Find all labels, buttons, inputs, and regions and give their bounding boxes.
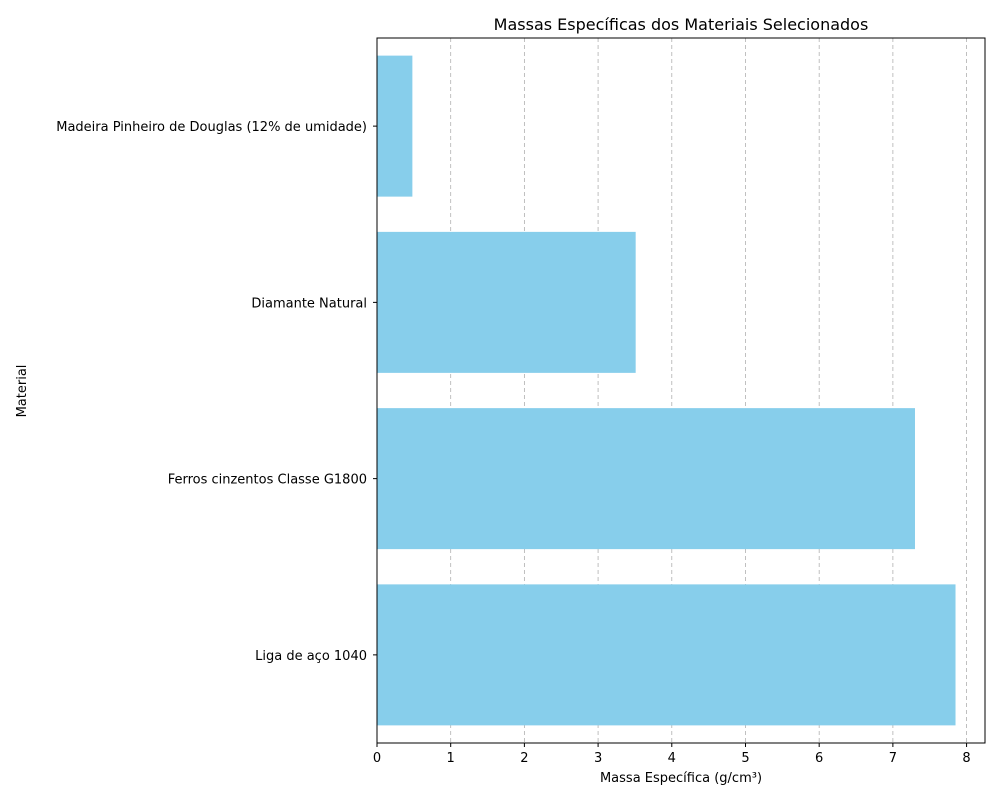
x-tick-label: 0 <box>373 751 381 766</box>
y-tick-label: Ferros cinzentos Classe G1800 <box>168 473 367 488</box>
y-tick-label: Madeira Pinheiro de Douglas (12% de umid… <box>56 120 367 135</box>
y-tick-label: Diamante Natural <box>251 296 367 311</box>
y-tick-label: Liga de aço 1040 <box>255 649 367 664</box>
bar <box>377 584 956 726</box>
plot-frame <box>376 37 986 744</box>
bar <box>377 408 915 550</box>
x-tick-label: 6 <box>815 751 823 766</box>
bars <box>377 55 956 726</box>
x-ticks: 0 1 2 3 4 5 6 7 8 <box>373 743 971 766</box>
x-tick-label: 4 <box>668 751 676 766</box>
y-ticks: Liga de aço 1040 Ferros cinzentos Classe … <box>56 120 377 664</box>
x-tick-label: 3 <box>594 751 602 766</box>
axes <box>376 37 986 744</box>
bar <box>377 55 413 197</box>
x-tick-label: 7 <box>889 751 897 766</box>
bar <box>377 231 636 373</box>
x-axis-label: Massa Específica (g/cm³) <box>600 771 762 786</box>
y-axis-label: Material <box>15 365 30 418</box>
x-tick-label: 5 <box>741 751 749 766</box>
x-tick-label: 8 <box>962 751 970 766</box>
x-tick-label: 1 <box>447 751 455 766</box>
x-tick-label: 2 <box>520 751 528 766</box>
chart-title: Massas Específicas dos Materiais Selecio… <box>494 15 869 34</box>
